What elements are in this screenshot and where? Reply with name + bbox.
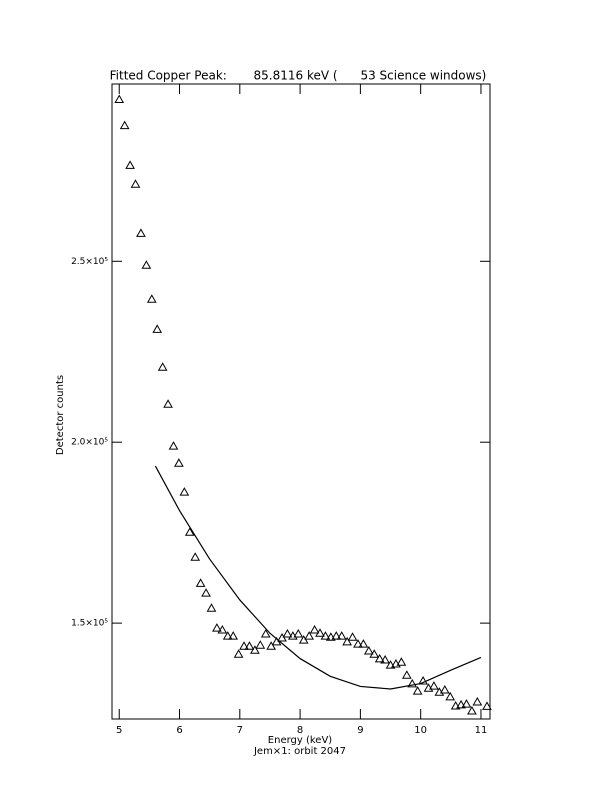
data-point	[130, 179, 141, 188]
x-tick-label: 9	[357, 725, 363, 736]
data-point	[325, 632, 336, 641]
data-point	[467, 706, 477, 715]
data-point	[260, 628, 271, 638]
data-point	[239, 641, 249, 650]
data-point	[331, 631, 342, 640]
data-point	[304, 631, 315, 640]
data-point	[309, 624, 320, 634]
data-point	[315, 628, 325, 637]
data-point	[472, 696, 483, 706]
data-point	[461, 699, 472, 708]
data-point	[266, 641, 277, 650]
data-point	[114, 94, 125, 104]
data-point	[423, 683, 434, 692]
data-point	[445, 691, 456, 701]
data-point	[412, 686, 423, 695]
data-point	[380, 655, 390, 664]
data-point	[250, 645, 260, 654]
data-point	[195, 578, 206, 587]
data-point	[244, 641, 255, 650]
x-tick-label: 6	[176, 725, 182, 736]
data-point	[201, 588, 211, 597]
data-point	[184, 527, 195, 536]
data-point	[287, 631, 298, 640]
data-point	[439, 685, 450, 694]
data-point	[179, 487, 190, 496]
data-point	[450, 700, 461, 710]
data-point	[369, 649, 380, 658]
data-point	[136, 228, 146, 237]
y-tick-label: 1.5×10⁵	[71, 619, 108, 629]
y-tick-label: 2.5×10⁵	[71, 257, 108, 267]
data-point	[228, 631, 239, 640]
chart-title: Fitted Copper Peak: 85.8116 keV ( 53 Sci…	[110, 69, 487, 83]
data-point	[401, 670, 412, 679]
data-point	[212, 623, 222, 632]
data-point	[482, 701, 492, 710]
x-tick-label: 10	[414, 725, 427, 736]
data-point	[119, 120, 130, 130]
data-point	[396, 657, 407, 666]
data-point	[385, 660, 396, 669]
data-point	[347, 632, 358, 641]
data-point	[157, 362, 168, 371]
data-point	[206, 603, 217, 612]
data-point	[255, 640, 266, 649]
x-tick-label: 7	[237, 725, 243, 736]
data-point	[320, 631, 331, 640]
y-tick-label: 2.0×10⁵	[71, 438, 108, 448]
data-point	[456, 699, 466, 709]
data-point	[125, 160, 135, 169]
data-point	[233, 649, 244, 658]
data-point	[358, 639, 369, 648]
data-point	[168, 441, 179, 450]
data-point	[174, 458, 184, 467]
data-point	[336, 631, 347, 640]
x-axis-label: Energy (keV)	[268, 735, 333, 746]
x-tick-label: 8	[297, 725, 303, 736]
data-point	[163, 399, 173, 408]
data-point	[293, 628, 304, 638]
x-tick-label: 5	[116, 725, 122, 736]
data-point	[429, 681, 439, 690]
data-point	[152, 324, 163, 333]
data-point	[141, 260, 152, 269]
data-point	[407, 678, 418, 688]
data-point	[222, 631, 233, 640]
fit-line	[154, 465, 482, 690]
data-point	[146, 294, 157, 303]
data-point	[374, 653, 385, 663]
data-point	[282, 628, 293, 638]
data-point	[217, 624, 228, 634]
data-point	[418, 676, 428, 685]
data-point	[342, 636, 352, 646]
x-tick-label: 11	[475, 725, 488, 736]
plot-frame	[111, 83, 491, 720]
data-point	[353, 639, 363, 648]
data-point	[363, 645, 374, 655]
data-point	[190, 552, 201, 561]
y-axis-label: Detector counts	[55, 375, 66, 455]
subtitle: Jem×1: orbit 2047	[253, 746, 346, 757]
